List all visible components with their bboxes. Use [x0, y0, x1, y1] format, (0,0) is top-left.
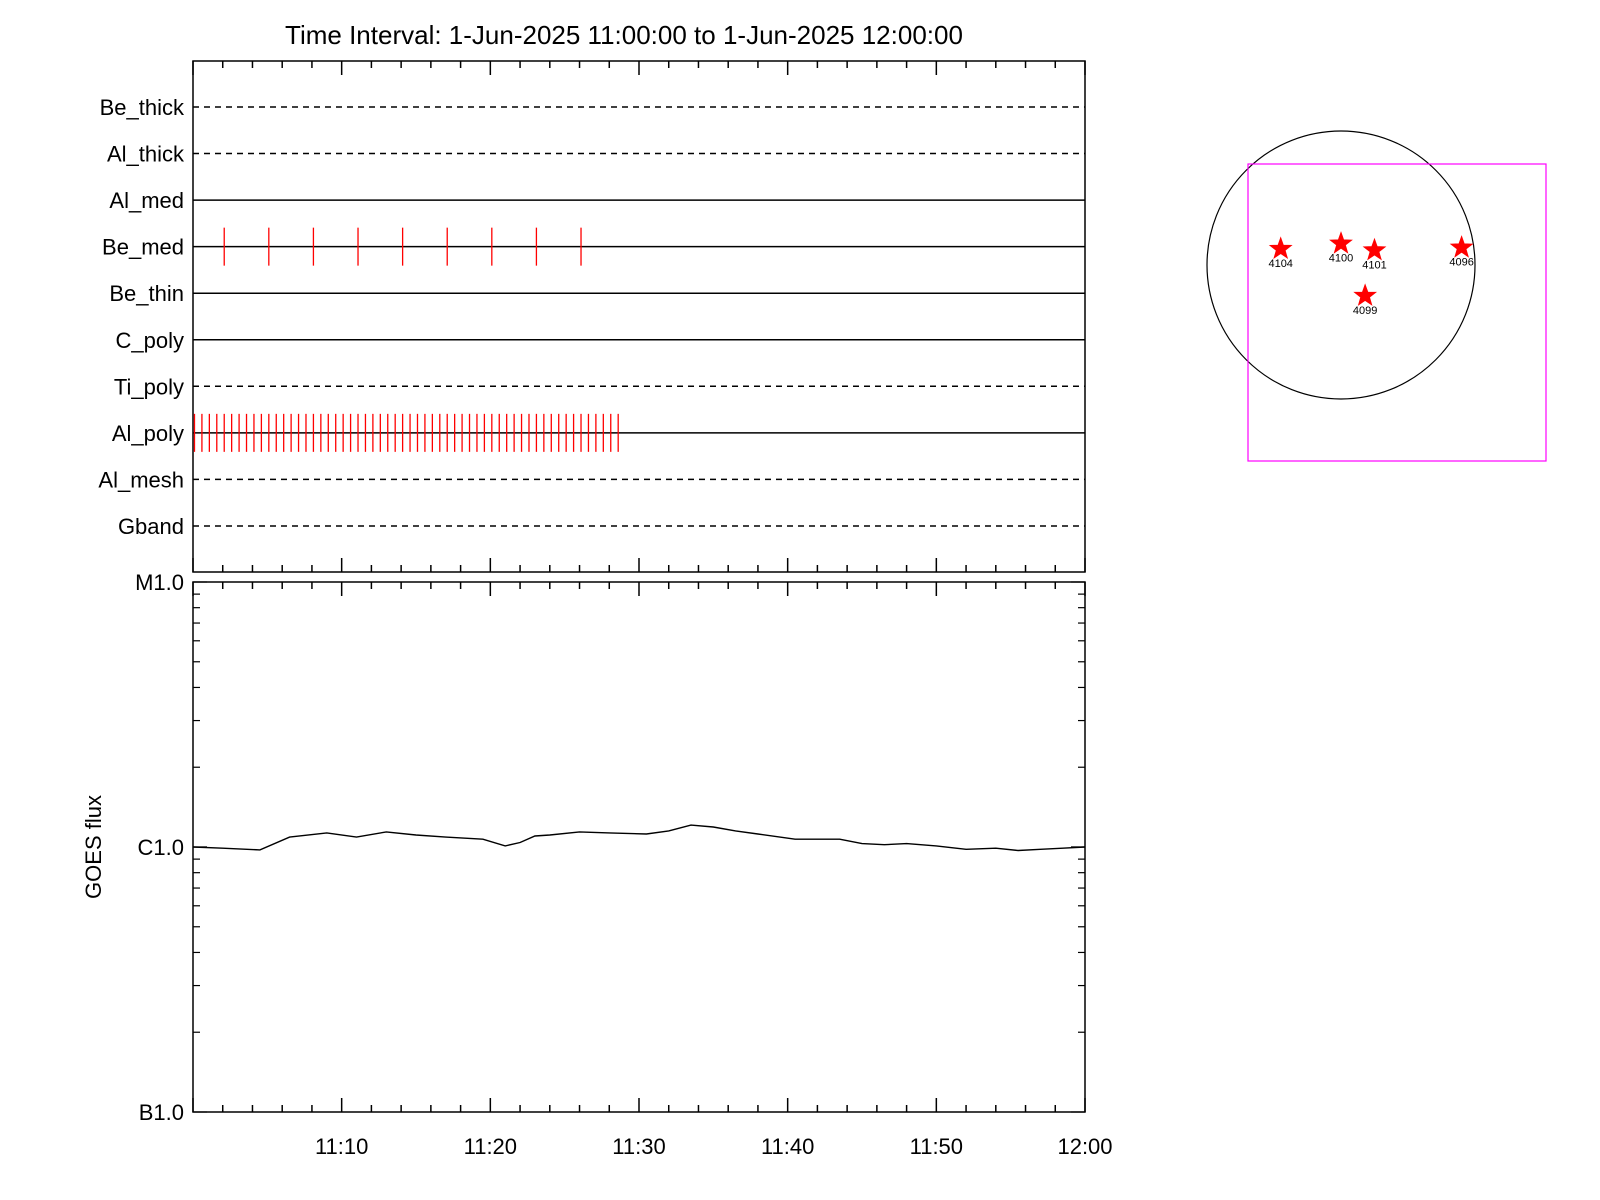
- region-star-marker: [1449, 235, 1474, 258]
- region-label: 4104: [1268, 258, 1292, 270]
- goes-panel: GOES flux M1.0 C1.0 B1.0 11:10 11:20 11:30 11:…: [81, 570, 1113, 1159]
- row-label: Be_thin: [109, 281, 184, 306]
- y-tick-label: C1.0: [138, 835, 184, 860]
- chart-title: Time Interval: 1-Jun-2025 11:00:00 to 1-…: [285, 20, 963, 50]
- region-label: 4101: [1362, 259, 1386, 271]
- solar-disk: [1206, 130, 1476, 400]
- row-label: Al_mesh: [98, 467, 184, 492]
- goes-flux-line: [192, 824, 1086, 852]
- y-axis-label: GOES flux: [81, 795, 106, 899]
- x-tick-label: 11:10: [315, 1134, 368, 1159]
- row-label: Be_med: [102, 235, 184, 260]
- row-label: Al_poly: [112, 421, 184, 446]
- x-tick-label: 11:20: [464, 1134, 517, 1159]
- x-tick-label: 11:50: [910, 1134, 963, 1159]
- x-tick-label: 12:00: [1057, 1134, 1112, 1159]
- region-star-marker: [1362, 237, 1387, 261]
- row-label: Al_med: [109, 188, 184, 213]
- field-of-view-box: [1247, 163, 1547, 462]
- region-label: 4100: [1329, 253, 1353, 265]
- y-tick-label: B1.0: [139, 1100, 184, 1125]
- region-label: 4099: [1353, 305, 1377, 317]
- row-label: Al_thick: [107, 142, 185, 167]
- row-label: Ti_poly: [114, 374, 184, 399]
- region-star-marker: [1353, 283, 1378, 306]
- region-star-marker: [1329, 231, 1353, 254]
- solar-map: 4104 4100 4101 4096 4099: [1206, 130, 1547, 462]
- row-label: C_poly: [116, 328, 184, 353]
- x-tick-label: 11:30: [612, 1134, 665, 1159]
- row-label: Be_thick: [100, 95, 185, 120]
- region-label: 4096: [1449, 257, 1473, 269]
- row-label: Gband: [118, 514, 184, 539]
- x-tick-label: 11:40: [761, 1134, 814, 1159]
- region-star-marker: [1268, 236, 1293, 259]
- timeline-panel: Be_thick Al_thick Al_med Be_med Be_thin C_pol…: [98, 60, 1086, 573]
- timeline-frame: [192, 60, 1086, 573]
- y-tick-label: M1.0: [135, 570, 184, 595]
